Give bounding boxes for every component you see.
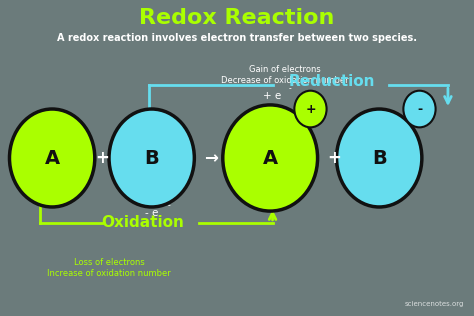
Text: A redox reaction involves electron transfer between two species.: A redox reaction involves electron trans…	[57, 33, 417, 43]
Ellipse shape	[223, 105, 318, 211]
Text: →: →	[204, 149, 218, 167]
Text: -: -	[167, 201, 170, 210]
Ellipse shape	[294, 91, 327, 127]
Text: -: -	[288, 84, 291, 93]
Text: B: B	[372, 149, 387, 167]
Text: - e: - e	[145, 208, 158, 218]
Ellipse shape	[109, 109, 194, 207]
Text: B: B	[144, 149, 159, 167]
Text: +: +	[305, 102, 316, 116]
Text: Gain of electrons: Gain of electrons	[248, 65, 320, 74]
Ellipse shape	[9, 109, 95, 207]
Text: Oxidation: Oxidation	[101, 215, 183, 230]
Text: sciencenotes.org: sciencenotes.org	[405, 301, 465, 307]
Text: +: +	[327, 149, 341, 167]
Text: -: -	[417, 102, 422, 116]
Text: Redox Reaction: Redox Reaction	[139, 8, 335, 28]
Text: A: A	[263, 149, 278, 167]
Text: A: A	[45, 149, 60, 167]
Text: Decrease of oxidation number: Decrease of oxidation number	[220, 76, 348, 85]
Text: +: +	[95, 149, 109, 167]
Ellipse shape	[403, 91, 436, 127]
Text: Reduction: Reduction	[289, 74, 375, 89]
Ellipse shape	[337, 109, 422, 207]
Text: + e: + e	[264, 91, 282, 101]
Text: Increase of oxidation number: Increase of oxidation number	[47, 269, 171, 278]
Text: Loss of electrons: Loss of electrons	[73, 258, 145, 266]
